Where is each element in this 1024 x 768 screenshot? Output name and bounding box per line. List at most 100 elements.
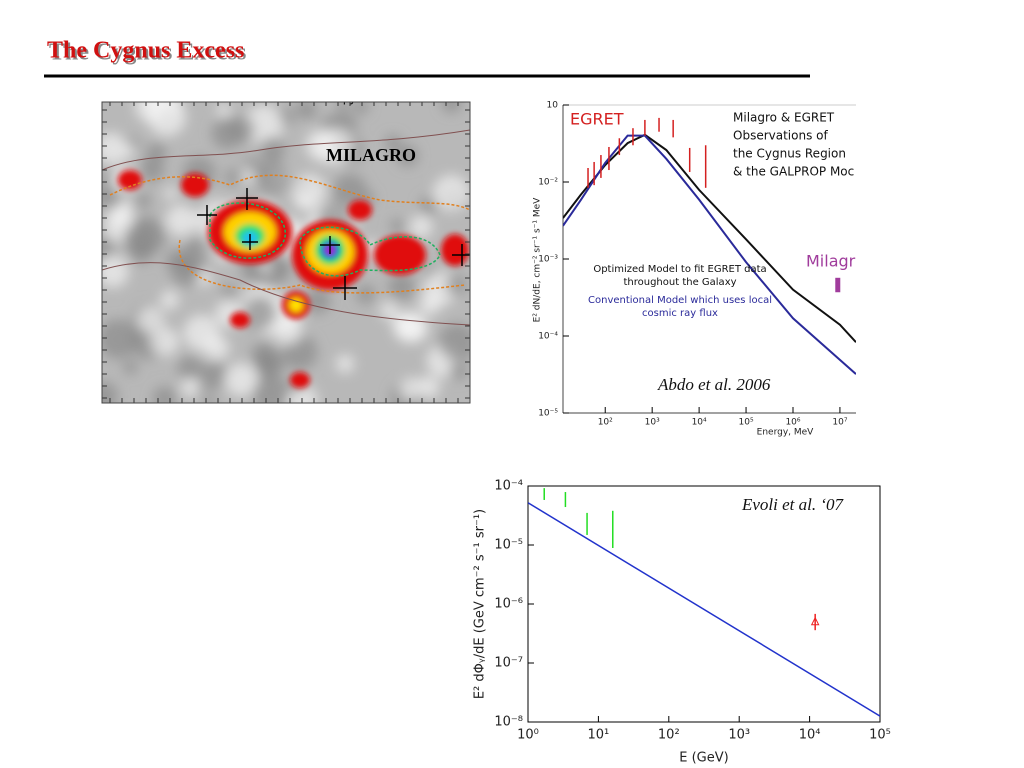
y-tick-label: 10 (547, 101, 559, 111)
noise-blob (120, 143, 136, 158)
noise-blob (295, 102, 317, 120)
x-tick-label: 10⁴ (692, 418, 707, 428)
y-axis-label: E² dΦᵧ/dE (GeV cm⁻² s⁻¹ sr⁻¹) (473, 509, 488, 699)
noise-blob (136, 193, 151, 209)
noise-blob (336, 102, 350, 111)
plot-frame (527, 485, 881, 723)
contour (299, 226, 441, 277)
noise-blob (304, 288, 331, 314)
noise-blob (150, 327, 179, 356)
x-tick-label: 10⁴ (799, 728, 821, 743)
noise-blob (200, 360, 229, 390)
map-label: MILAGRO (326, 145, 416, 165)
x-tick-label: 10¹ (588, 728, 610, 743)
y-tick-label: 10⁻⁴ (494, 479, 523, 494)
noise-blob (256, 160, 291, 195)
series-line (528, 502, 880, 717)
x-axis-label: E (GeV) (679, 751, 728, 766)
noise-blob (204, 335, 230, 361)
y-tick-label: 10⁻⁵ (538, 409, 558, 419)
error-bar (814, 613, 816, 631)
y-tick-label: 10⁻⁸ (494, 715, 523, 730)
map-frame (101, 101, 471, 404)
noise-blob (316, 127, 354, 165)
noise-blob (432, 175, 470, 212)
noise-blob (164, 187, 177, 200)
noise-blob (291, 173, 326, 209)
x-tick-label: 10⁰ (517, 728, 539, 743)
noise-blob (396, 144, 419, 167)
map-noise (102, 102, 470, 403)
x-tick-label: 10⁷ (832, 418, 847, 428)
noise-blob (244, 105, 284, 145)
error-bar (835, 277, 841, 293)
noise-blob (102, 319, 138, 359)
noise-blob (216, 103, 231, 118)
noise-blob (177, 355, 203, 381)
noise-blob (258, 261, 272, 274)
noise-blob (255, 349, 280, 375)
noise-blob (134, 102, 168, 123)
plot-area (528, 488, 880, 717)
legend-label: Conventional Model which uses local cosm… (588, 295, 772, 319)
noise-blob (252, 374, 290, 403)
annotation: Observations of (733, 129, 828, 143)
map-ticks (102, 102, 470, 403)
legend-label: Optimized Model to fit EGRET data throug… (593, 264, 767, 288)
legend-entry: Optimized Model to fit EGRET data throug… (593, 264, 767, 288)
series-line (563, 134, 856, 375)
noise-blob (243, 296, 277, 330)
x-axis-label: Energy, MeV (757, 428, 815, 438)
data-point (810, 616, 820, 626)
noise-blob (225, 168, 244, 187)
noise-blob (102, 132, 127, 165)
noise-blob (418, 293, 441, 316)
noise-blob (356, 284, 376, 305)
x-tick-label: 10⁵ (869, 728, 891, 743)
noise-blob (139, 157, 165, 182)
noise-blob (353, 102, 370, 115)
noise-blob (441, 102, 463, 113)
annotation: Milagro & EGRET (733, 111, 835, 125)
annotation: the Cygnus Region (733, 147, 846, 161)
noise-blob (160, 290, 179, 310)
map-note: Submitted to ApJ Letters (245, 91, 404, 106)
x-tick-label: 10³ (645, 418, 660, 428)
noise-blob (419, 196, 439, 216)
series-label: Milagr (806, 252, 856, 271)
x-tick-label: 10⁶ (785, 418, 800, 428)
noise-blob (438, 323, 470, 362)
noise-blob (390, 218, 405, 234)
contour (102, 262, 470, 326)
sky-map: Submitted to ApJ Letters MILAGRO (102, 91, 470, 403)
series-label: EGRET (570, 110, 624, 129)
noise-blob (224, 363, 258, 397)
noise-blob (123, 360, 138, 375)
contour (102, 129, 470, 171)
noise-blob (449, 361, 468, 381)
x-tick-label: 10² (658, 728, 680, 743)
y-tick-label: 10⁻⁷ (494, 656, 523, 671)
x-tick-label: 10⁵ (739, 418, 754, 428)
noise-blob (211, 117, 243, 150)
contour (209, 202, 286, 259)
contour (178, 239, 466, 294)
source-crosses (197, 188, 470, 300)
y-axis-label: E² dN/dE, cm⁻² sr⁻¹ s⁻¹ MeV (533, 197, 543, 323)
annotation: & the GALPROP Moc (733, 165, 854, 179)
annotation: Abdo et al. 2006 (657, 375, 771, 394)
noise-blob (388, 273, 416, 301)
noise-blob (165, 204, 197, 237)
noise-blob (146, 142, 167, 163)
noise-blob (445, 274, 467, 297)
noise-blob (332, 173, 368, 209)
y-tick-label: 10⁻⁵ (494, 538, 523, 553)
plot-area (563, 117, 856, 375)
noise-blob (152, 386, 177, 403)
noise-blob (409, 215, 433, 239)
noise-blob (170, 257, 200, 287)
noise-blob (137, 305, 166, 335)
noise-blob (181, 378, 200, 397)
noise-blob (399, 377, 423, 401)
